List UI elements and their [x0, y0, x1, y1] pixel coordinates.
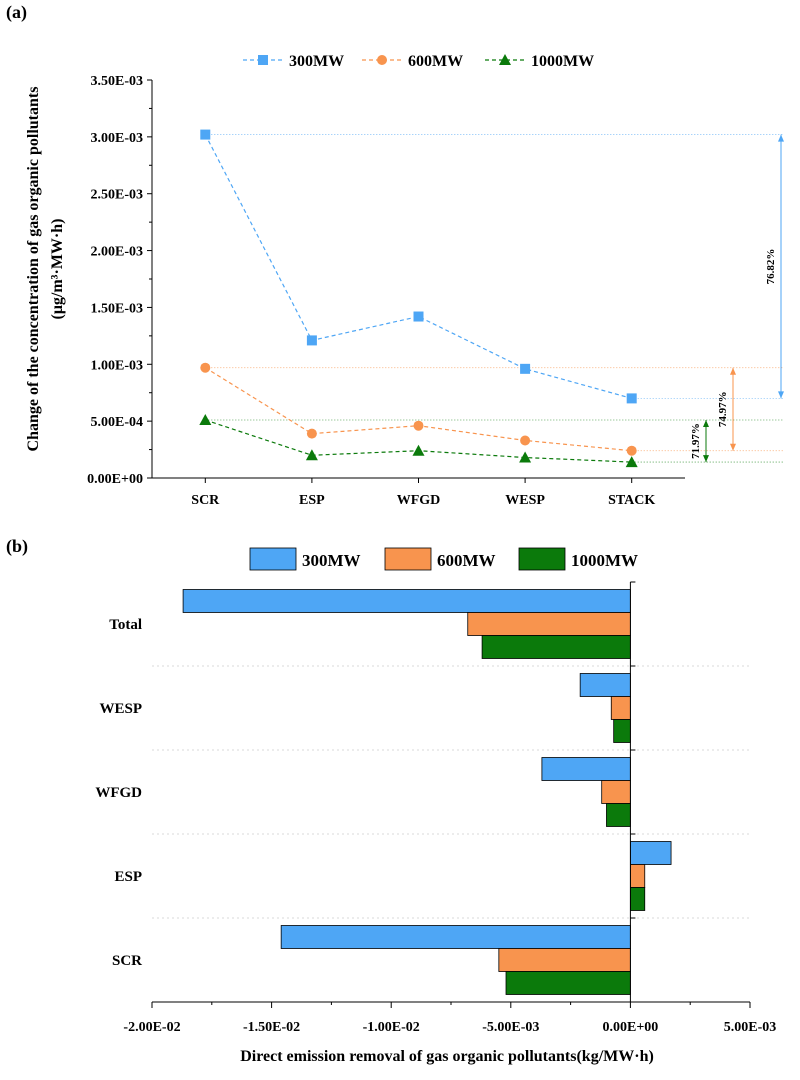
category-label-scr: SCR — [112, 953, 142, 969]
legend-b: 300MW 600MW 1000MW — [249, 547, 638, 571]
point-300MW — [626, 393, 637, 404]
x-axis-title-b: Direct emission removal of gas organic p… — [240, 1048, 654, 1065]
legend-swatch-300MW — [249, 547, 297, 571]
y-tick-label-a: 0.00E+00 — [87, 472, 143, 487]
bar-scr-600MW — [498, 948, 631, 972]
y-tick-label-a: 3.50E-03 — [91, 74, 144, 89]
point-300MW — [200, 129, 211, 140]
legend-label-300MW: 300MW — [289, 53, 344, 70]
legend-label-600MW: 600MW — [408, 53, 463, 70]
bar-total-1000MW — [481, 635, 631, 659]
x-tick-label-esp: ESP — [299, 493, 325, 508]
x-tick-label-b: 0.00E+00 — [602, 1020, 658, 1035]
reduction-label-600MW: 74.97% — [717, 391, 729, 427]
point-1000MW — [625, 456, 638, 468]
y-tick-label-a: 2.50E-03 — [91, 188, 144, 203]
legend-label-b-1000MW: 1000MW — [571, 551, 638, 570]
x-tick-label-b: -1.50E-02 — [243, 1020, 300, 1035]
legend-marker-1000MW — [499, 54, 511, 65]
arrow-head-top-600MW — [730, 367, 736, 375]
point-600MW — [200, 362, 211, 373]
panel-b-label: (b) — [6, 536, 28, 556]
bar-wesp-600MW — [610, 696, 631, 720]
point-300MW — [520, 363, 531, 374]
y-tick-label-a: 1.50E-03 — [91, 301, 144, 316]
arrow-head-bottom-600MW — [730, 443, 736, 451]
point-600MW — [306, 428, 317, 439]
point-1000MW — [305, 449, 318, 461]
bar-total-300MW — [182, 589, 631, 613]
legend-marker-300MW — [258, 55, 268, 65]
point-1000MW — [412, 444, 425, 456]
point-600MW — [520, 435, 531, 446]
bar-scr-300MW — [280, 925, 631, 949]
legend-marker-600MW — [377, 55, 387, 65]
arrow-head-top-300MW — [778, 134, 784, 142]
category-label-esp: ESP — [114, 869, 142, 885]
legend-label-b-600MW: 600MW — [437, 551, 496, 570]
legend-a: 300MW 600MW 1000MW — [243, 53, 594, 70]
line-chart-a: 0.00E+00 5.00E-04 1.00E-03 1.50E-03 2.00E-03… — [25, 53, 784, 508]
series-line-600MW — [204, 367, 632, 452]
point-300MW — [413, 311, 424, 322]
y-tick-label-a: 3.00E-03 — [91, 131, 144, 146]
point-1000MW — [519, 451, 532, 463]
bar-scr-1000MW — [505, 971, 631, 995]
category-label-wfgd: WFGD — [95, 785, 142, 801]
x-tick-label-wfgd: WFGD — [397, 493, 441, 508]
bar-wesp-300MW — [579, 673, 631, 697]
bar-wesp-1000MW — [613, 719, 631, 743]
legend-swatch-600MW — [384, 547, 432, 571]
arrow-head-bottom-1000MW — [703, 455, 709, 463]
bar-chart-b: Total WESP WFGD ESP SCR -2.00E-02 -1.50E-02 -1.… — [95, 547, 777, 1065]
arrow-head-top-1000MW — [703, 420, 709, 428]
legend-label-1000MW: 1000MW — [531, 53, 594, 70]
bar-wfgd-600MW — [601, 780, 631, 804]
bar-esp-300MW — [630, 841, 672, 865]
x-tick-label-b: -5.00E-03 — [482, 1020, 539, 1035]
y-axis-unit-a: (μg/m³·MW·h) — [49, 219, 66, 320]
point-600MW — [413, 420, 424, 431]
category-label-wesp: WESP — [99, 701, 142, 717]
point-600MW — [626, 445, 637, 456]
reduction-label-300MW: 76.82% — [765, 249, 777, 285]
x-tick-label-b: 5.00E-03 — [724, 1020, 777, 1035]
y-tick-label-a: 5.00E-04 — [91, 415, 144, 430]
panel-a-label: (a) — [6, 2, 27, 22]
legend-label-b-300MW: 300MW — [302, 551, 361, 570]
x-tick-label-scr: SCR — [191, 493, 220, 508]
x-tick-label-wesp: WESP — [505, 493, 545, 508]
bar-esp-1000MW — [630, 887, 646, 911]
x-tick-label-b: -1.00E-02 — [363, 1020, 420, 1035]
point-300MW — [306, 335, 317, 346]
y-axis-title-a: Change of the concentration of gas organ… — [25, 87, 42, 452]
category-label-total: Total — [109, 617, 142, 633]
bar-wfgd-1000MW — [606, 803, 631, 827]
legend-swatch-1000MW — [518, 547, 566, 571]
reduction-label-1000MW: 71.97% — [690, 423, 702, 459]
arrow-head-bottom-300MW — [778, 391, 784, 399]
point-1000MW — [199, 414, 212, 426]
y-tick-label-a: 1.00E-03 — [91, 358, 144, 373]
bar-wfgd-300MW — [541, 757, 631, 781]
bar-total-600MW — [467, 612, 631, 636]
series-line-300MW — [204, 134, 632, 399]
x-tick-label-stack: STACK — [608, 493, 655, 508]
y-tick-label-a: 2.00E-03 — [91, 245, 144, 260]
x-tick-label-b: -2.00E-02 — [123, 1020, 180, 1035]
bar-esp-600MW — [630, 864, 646, 888]
